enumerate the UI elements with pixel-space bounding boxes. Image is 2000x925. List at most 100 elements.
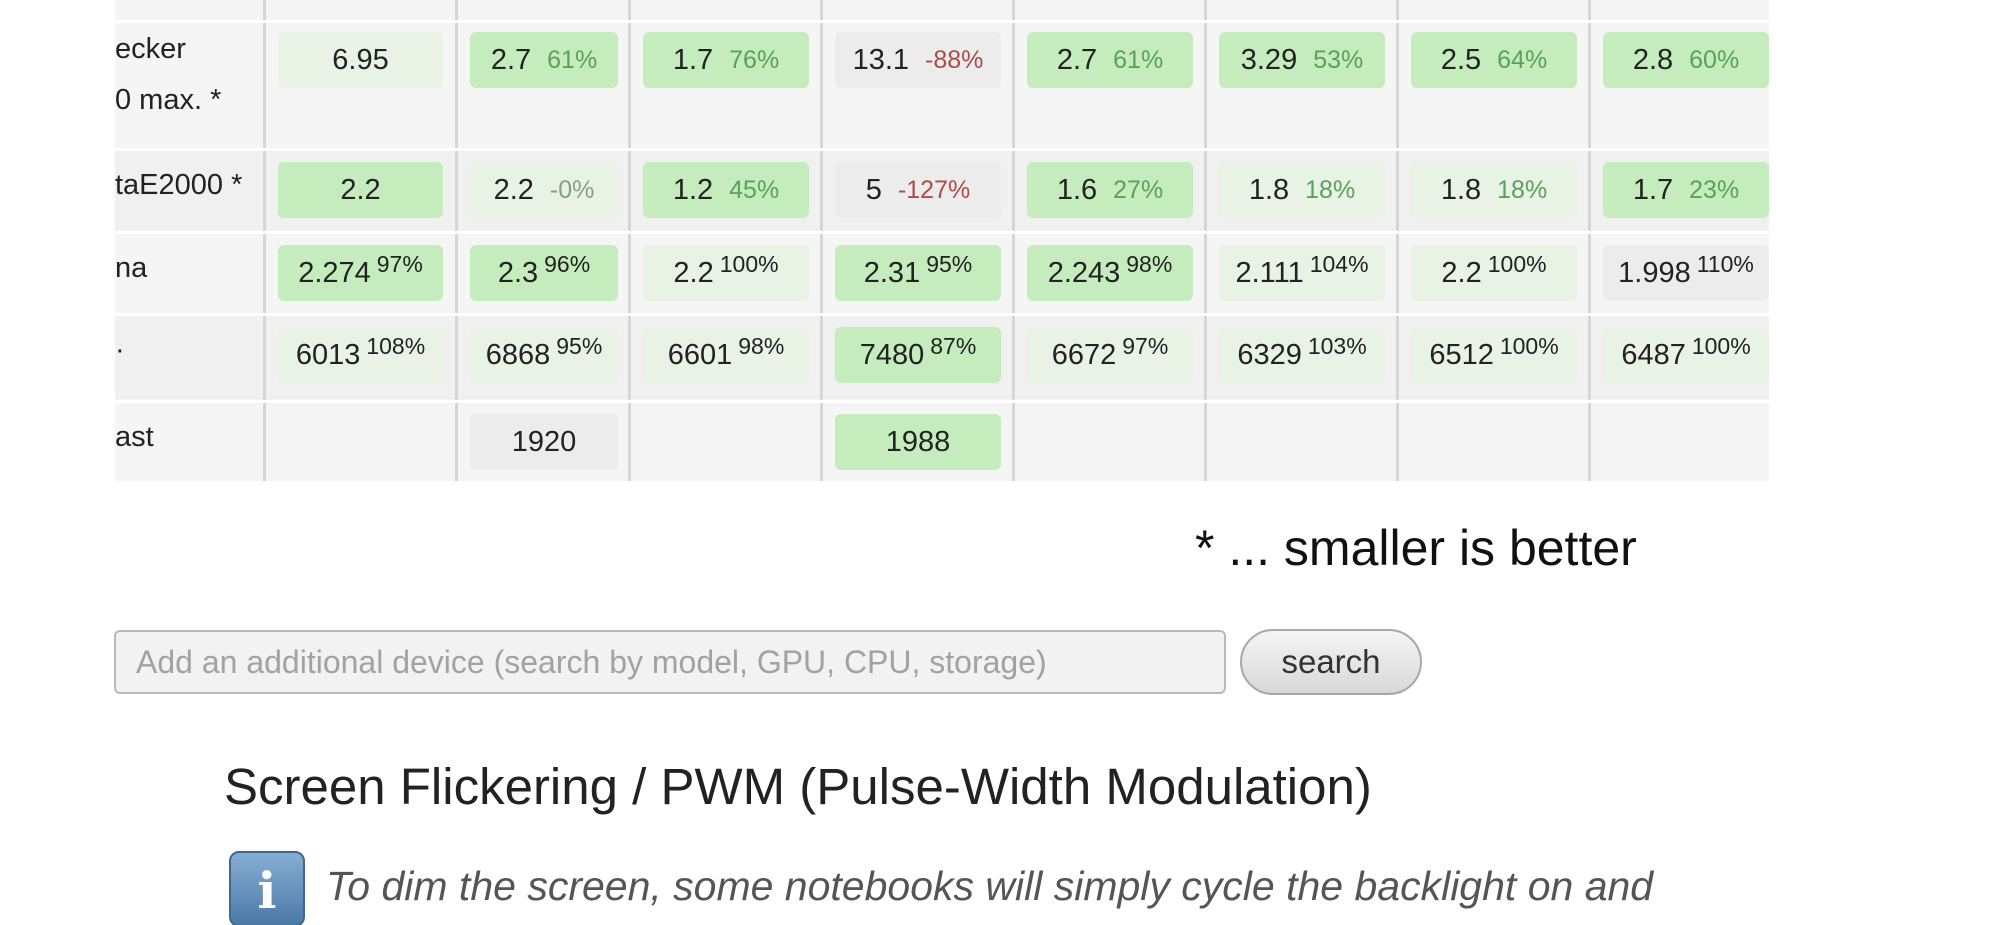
cell-value: 1.8 xyxy=(1248,173,1290,206)
table-cell: 2.8 60% xyxy=(1603,32,1769,88)
table-cell: 1.7 23% xyxy=(1603,162,1769,218)
cell-value: 2.2 xyxy=(673,256,714,289)
cell-value: 2.7 xyxy=(490,43,532,76)
cell-value: 3.29 xyxy=(1240,43,1298,76)
table-cell: 6672 97% xyxy=(1027,327,1193,383)
cell-value: 6868 xyxy=(485,338,551,371)
add-device-search-input[interactable] xyxy=(114,630,1226,694)
cell-value: 2.2 xyxy=(493,173,534,206)
table-cell: 6868 95% xyxy=(470,327,618,383)
cell-percentage: 61% xyxy=(1113,45,1164,74)
row-label-line: taE2000 * xyxy=(115,169,243,201)
cell-value: 1.7 xyxy=(672,43,714,76)
cell-value: 6487 xyxy=(1621,338,1686,371)
table-cell: 6601 98% xyxy=(643,327,809,383)
table-row-flicker: ecker 0 max. * 6.95 2.7 61% 1.7 76% 13.1 -88% 2.7… xyxy=(115,20,1769,147)
table-row-cct: · 6013 108% 6868 95% 6601 98% 7480 87% 6672 97% 632… xyxy=(115,315,1769,399)
table-cell: 6329 103% xyxy=(1219,327,1385,383)
row-label-line: 0 max. * xyxy=(115,84,222,116)
cell-value: 6672 xyxy=(1051,338,1117,371)
cell-percentage: 64% xyxy=(1497,45,1548,74)
comparison-table: ecker 0 max. * 6.95 2.7 61% 1.7 76% 13.1 -88% 2.7… xyxy=(115,0,1769,481)
table-cell: 1.6 27% xyxy=(1027,162,1193,218)
cell-value: 2.2 xyxy=(340,173,381,206)
row-divider xyxy=(115,313,1769,316)
cell-value: 2.274 xyxy=(298,256,371,289)
row-label: na xyxy=(115,243,147,294)
row-label: ecker 0 max. * xyxy=(115,24,221,126)
cell-percentage: 95% xyxy=(556,332,603,359)
table-cell: 7480 87% xyxy=(835,327,1001,383)
info-icon: i xyxy=(229,851,305,925)
table-cell: 2.7 61% xyxy=(470,32,618,88)
row-label: · xyxy=(115,325,125,376)
cell-percentage: 23% xyxy=(1689,175,1740,204)
column-divider xyxy=(628,0,631,481)
table-cell: 2.31 95% xyxy=(835,245,1001,301)
cell-percentage: 76% xyxy=(729,45,780,74)
row-divider xyxy=(115,20,1769,23)
cell-percentage: 108% xyxy=(366,332,426,359)
table-cell: 13.1 -88% xyxy=(835,32,1001,88)
cell-percentage: 98% xyxy=(1126,250,1173,277)
table-cell: 1.7 76% xyxy=(643,32,809,88)
cell-value: 5 xyxy=(865,173,882,206)
table-cell: 2.274 97% xyxy=(278,245,443,301)
table-cell: 2.2 -0% xyxy=(470,162,618,218)
cell-percentage: 96% xyxy=(544,250,591,277)
column-divider xyxy=(1012,0,1015,481)
cell-value: 1920 xyxy=(511,425,577,458)
table-cell: 2.2 xyxy=(278,162,443,218)
table-cell: 1.998 110% xyxy=(1603,245,1769,301)
cell-value: 2.111 xyxy=(1235,256,1304,289)
table-cell: 1.8 18% xyxy=(1219,162,1385,218)
cell-value: 2.2 xyxy=(1441,256,1482,289)
cell-percentage: 95% xyxy=(926,250,973,277)
cell-value: 1.6 xyxy=(1056,173,1098,206)
cell-value: 1.998 xyxy=(1618,256,1691,289)
table-cell: 1.8 18% xyxy=(1411,162,1577,218)
cell-percentage: 98% xyxy=(738,332,785,359)
table-row-deltae: taE2000 * 2.2 2.2 -0% 1.2 45% 5 -127% 1.6 27% 1.8 1… xyxy=(115,150,1769,230)
cell-percentage: 18% xyxy=(1497,175,1548,204)
table-row-contrast: ast 1920 1988 xyxy=(115,402,1769,481)
cell-percentage: -127% xyxy=(897,175,971,204)
row-label-line: ecker xyxy=(115,33,186,65)
cell-value: 2.8 xyxy=(1632,43,1674,76)
cell-value: 6013 xyxy=(295,338,361,371)
column-divider xyxy=(1204,0,1207,481)
table-cell: 2.111 104% xyxy=(1219,245,1385,301)
table-cell: 2.5 64% xyxy=(1411,32,1577,88)
row-label-line: na xyxy=(115,252,148,284)
cell-percentage: 27% xyxy=(1113,175,1164,204)
table-cell: 1988 xyxy=(835,414,1001,470)
column-divider xyxy=(455,0,458,481)
table-cell: 2.3 96% xyxy=(470,245,618,301)
table-cell: 6.95 xyxy=(278,32,443,88)
table-cell: 6487 100% xyxy=(1603,327,1769,383)
cell-value: 2.5 xyxy=(1440,43,1482,76)
table-cell: 1920 xyxy=(470,414,618,470)
column-divider xyxy=(1588,0,1591,481)
table-cell: 6512 100% xyxy=(1411,327,1577,383)
search-button[interactable]: search xyxy=(1240,629,1422,695)
column-divider xyxy=(1396,0,1399,481)
row-label: taE2000 * xyxy=(115,160,242,211)
cell-percentage: -0% xyxy=(549,175,595,204)
table-cell: 6013 108% xyxy=(278,327,443,383)
cell-value: 2.3 xyxy=(497,256,539,289)
cell-value: 6601 xyxy=(667,338,733,371)
table-cell: 5 -127% xyxy=(835,162,1001,218)
cell-percentage: 100% xyxy=(1487,250,1547,277)
info-text: To dim the screen, some notebooks will s… xyxy=(326,863,1654,909)
cell-percentage: 103% xyxy=(1307,332,1367,359)
cell-value: 6512 xyxy=(1429,338,1494,371)
cell-value: 1.2 xyxy=(672,173,714,206)
cell-value: 1.7 xyxy=(1632,173,1674,206)
cell-percentage: 53% xyxy=(1313,45,1364,74)
cell-percentage: 18% xyxy=(1305,175,1356,204)
cell-value: 2.243 xyxy=(1047,256,1121,289)
row-divider xyxy=(115,400,1769,403)
row-divider xyxy=(115,148,1769,151)
